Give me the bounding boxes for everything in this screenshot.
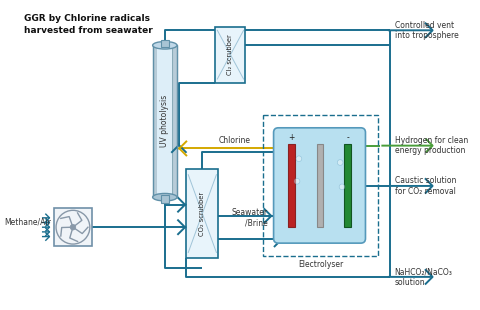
- Bar: [344, 144, 351, 227]
- Text: NaHCO₂/NaCO₃
solution: NaHCO₂/NaCO₃ solution: [395, 267, 453, 286]
- Text: Methane/Air: Methane/Air: [4, 218, 51, 227]
- Text: Controlled vent
into troposphere: Controlled vent into troposphere: [395, 20, 458, 40]
- FancyBboxPatch shape: [274, 128, 365, 243]
- Text: Hydrogen for clean
energy production: Hydrogen for clean energy production: [395, 136, 468, 155]
- Text: +: +: [288, 133, 295, 142]
- Text: -: -: [346, 133, 349, 142]
- Text: Caustic solution
for CO₂ removal: Caustic solution for CO₂ removal: [395, 176, 456, 196]
- Text: Chlorine: Chlorine: [218, 136, 250, 145]
- Text: Seawater
/Brine: Seawater /Brine: [232, 208, 268, 228]
- Bar: [186, 169, 218, 258]
- Ellipse shape: [153, 42, 177, 49]
- Text: CO₂ scrubber: CO₂ scrubber: [199, 192, 205, 236]
- Text: Electrolyser: Electrolyser: [298, 260, 343, 269]
- Circle shape: [294, 179, 300, 184]
- Bar: [216, 27, 245, 83]
- Circle shape: [337, 160, 343, 165]
- Circle shape: [70, 224, 76, 230]
- Bar: [317, 144, 324, 227]
- Bar: [161, 40, 168, 47]
- Text: GGR by Chlorine radicals
harvested from seawater: GGR by Chlorine radicals harvested from …: [24, 14, 153, 35]
- Bar: [54, 208, 92, 246]
- Bar: [153, 45, 177, 197]
- Bar: [161, 195, 168, 203]
- Bar: [288, 144, 295, 227]
- Bar: [263, 115, 378, 256]
- Ellipse shape: [153, 193, 177, 201]
- Bar: [157, 45, 172, 197]
- Text: UV photolysis: UV photolysis: [160, 95, 169, 147]
- Text: Cl₂ scrubber: Cl₂ scrubber: [228, 34, 233, 75]
- Bar: [153, 45, 157, 197]
- Bar: [172, 45, 177, 197]
- Circle shape: [296, 156, 302, 162]
- Circle shape: [339, 184, 345, 190]
